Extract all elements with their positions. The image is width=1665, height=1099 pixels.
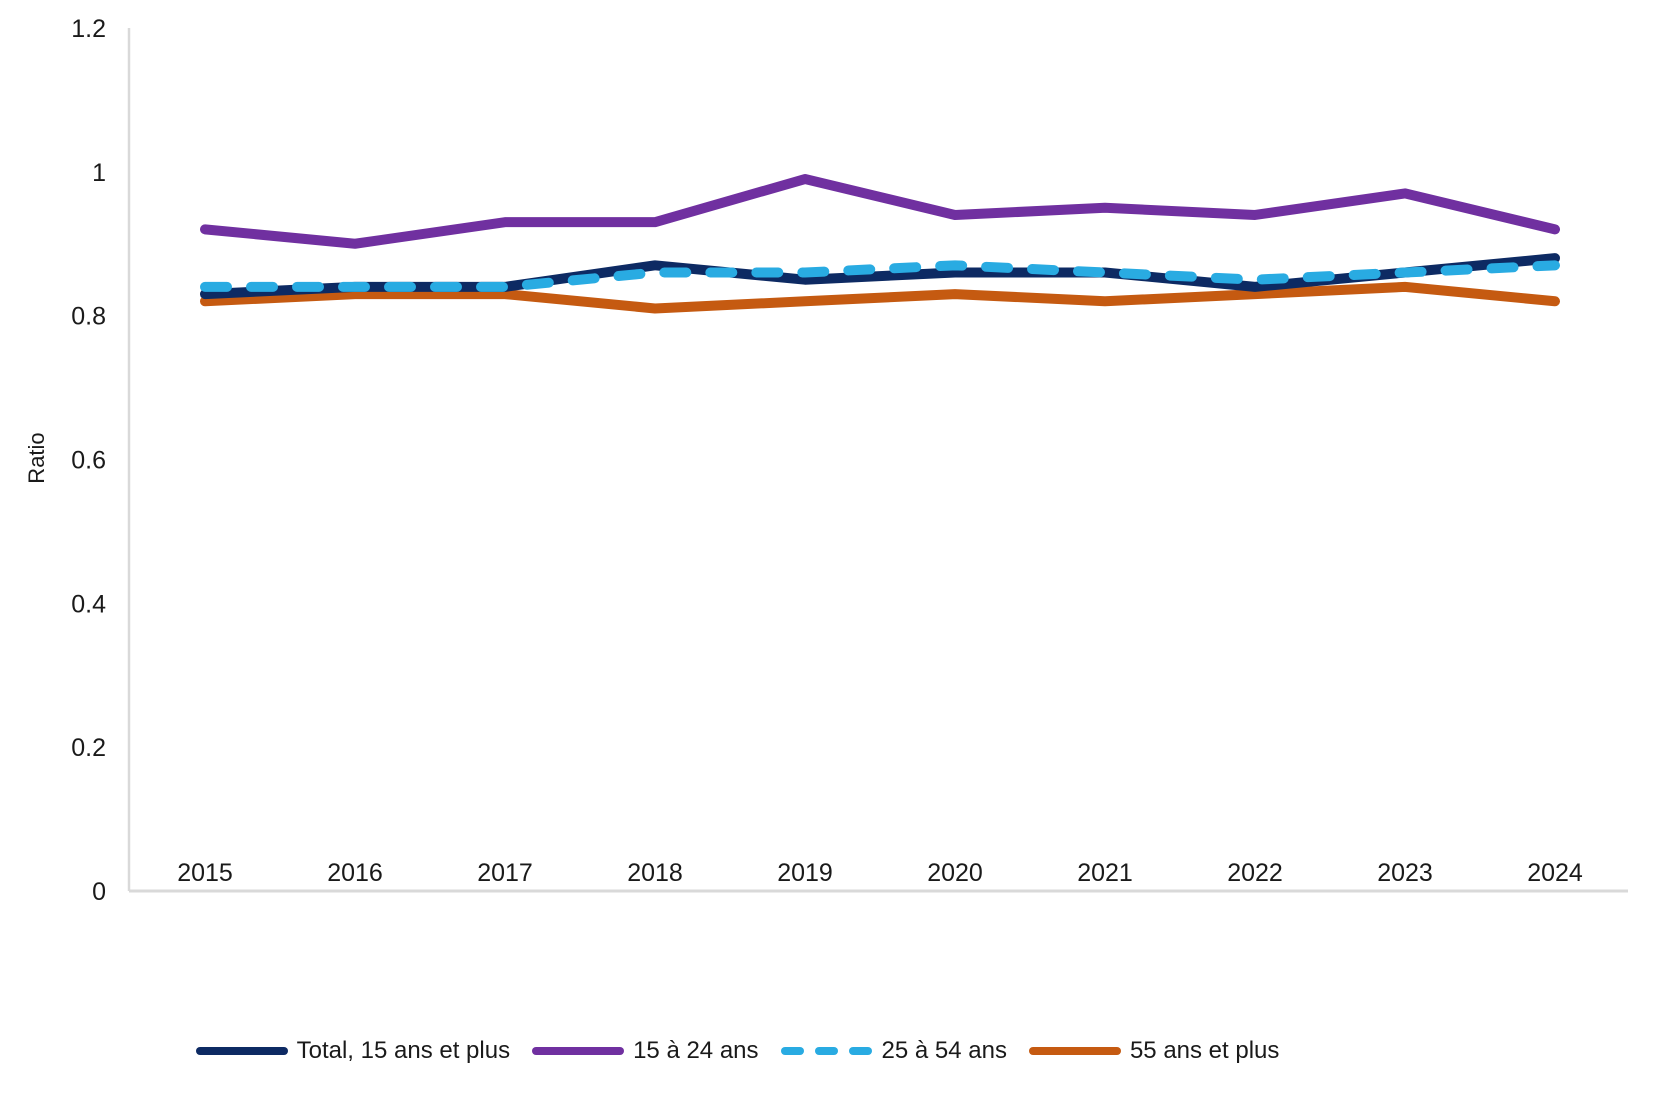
legend-swatch-25-54 xyxy=(780,1047,873,1055)
legend-dash xyxy=(848,1047,872,1055)
legend-dash xyxy=(814,1047,838,1055)
y-tick-label: 0.2 xyxy=(71,734,106,762)
x-tick-label: 2019 xyxy=(777,859,833,887)
x-tick-label: 2021 xyxy=(1077,859,1133,887)
legend-swatch-15-24 xyxy=(532,1047,625,1055)
x-tick-label: 2015 xyxy=(177,859,233,887)
series-line-2 xyxy=(200,260,1560,292)
legend-swatch-55-plus xyxy=(1028,1047,1121,1055)
series-line-1 xyxy=(200,174,1560,249)
legend-swatch-total xyxy=(195,1047,288,1055)
legend-label-55-plus: 55 ans et plus xyxy=(1129,1037,1280,1064)
x-tick-label: 2017 xyxy=(477,859,533,887)
x-tick-label: 2020 xyxy=(927,859,983,887)
y-tick-label: 0.8 xyxy=(71,303,106,331)
legend-item-15-24: 15 à 24 ans xyxy=(532,1037,759,1065)
x-tick-label: 2024 xyxy=(1527,859,1583,887)
y-tick-label: 0 xyxy=(92,878,106,906)
legend-item-25-54: 25 à 54 ans xyxy=(780,1037,1007,1065)
legend-label-25-54: 25 à 54 ans xyxy=(881,1037,1007,1064)
x-tick-label: 2018 xyxy=(627,859,683,887)
x-tick-label: 2023 xyxy=(1377,859,1433,887)
legend-label-total: Total, 15 ans et plus xyxy=(296,1037,511,1064)
legend-item-total: Total, 15 ans et plus xyxy=(195,1037,511,1065)
y-axis-title: Ratio xyxy=(24,432,49,483)
x-tick-label: 2022 xyxy=(1227,859,1283,887)
legend-label-15-24: 15 à 24 ans xyxy=(633,1037,759,1064)
legend-dash xyxy=(780,1047,804,1055)
y-tick-label: 0.4 xyxy=(71,590,106,618)
x-tick-label: 2016 xyxy=(327,859,383,887)
legend-item-55-plus: 55 ans et plus xyxy=(1028,1037,1280,1065)
y-tick-label: 0.6 xyxy=(71,447,106,475)
y-tick-label: 1.2 xyxy=(71,15,106,43)
chart-legend: Total, 15 ans et plus 15 à 24 ans 25 à 5… xyxy=(0,1028,1665,1074)
y-tick-label: 1 xyxy=(92,159,106,187)
series-line-3 xyxy=(200,281,1560,314)
